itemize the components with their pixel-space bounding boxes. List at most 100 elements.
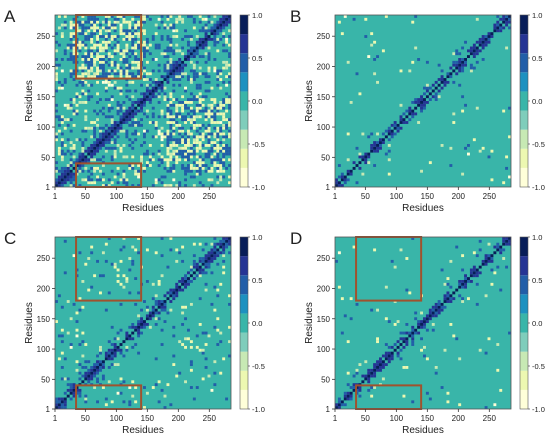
heatmap-cell	[113, 121, 117, 124]
heatmap-cell	[119, 66, 123, 70]
heatmap-cell	[157, 152, 161, 156]
colorbar-tick-label: 0.0	[252, 97, 262, 106]
heatmap-cell	[195, 164, 199, 167]
heatmap-cell	[461, 109, 465, 113]
heatmap-cell	[373, 368, 377, 372]
heatmap-cell	[219, 72, 223, 76]
heatmap-cell	[458, 60, 462, 64]
heatmap-cell	[72, 175, 76, 179]
heatmap-cell	[99, 29, 102, 33]
heatmap-cell	[101, 135, 105, 139]
heatmap-cell	[134, 112, 138, 116]
heatmap-cell	[228, 75, 231, 79]
heatmap-cell	[222, 17, 226, 21]
heatmap-cell	[87, 20, 91, 24]
heatmap-cell	[195, 72, 199, 76]
heatmap-cell	[101, 155, 105, 159]
colorbar-segment	[520, 313, 528, 333]
heatmap-cell	[116, 72, 120, 76]
heatmap-cell	[60, 397, 64, 401]
heatmap-cell	[96, 72, 99, 76]
heatmap-cell	[101, 49, 105, 53]
heatmap-cell	[99, 345, 102, 349]
heatmap-cell	[187, 328, 190, 332]
heatmap-cell	[104, 135, 108, 139]
heatmap-cell	[143, 323, 146, 326]
heatmap-cell	[101, 386, 105, 389]
heatmap-cell	[107, 72, 111, 76]
heatmap-cell	[110, 55, 114, 58]
heatmap-cell	[175, 60, 179, 64]
heatmap-cell	[140, 101, 143, 104]
heatmap-cell	[464, 285, 467, 289]
heatmap-cell	[484, 259, 488, 263]
heatmap-cell	[198, 109, 202, 113]
heatmap-cell	[104, 351, 108, 355]
heatmap-cell	[379, 357, 382, 361]
heatmap-cell	[99, 32, 102, 36]
heatmap-cell	[358, 386, 362, 389]
heatmap-cell	[367, 388, 371, 392]
heatmap-cell	[210, 388, 214, 392]
heatmap-cell	[119, 302, 123, 306]
heatmap-cell	[201, 149, 205, 153]
heatmap-cell	[154, 83, 158, 87]
x-tick-label: 250	[203, 192, 217, 201]
colorbar: 1.00.50.0-0.5-1.0	[239, 11, 265, 192]
heatmap-cell	[90, 37, 94, 41]
heatmap-cell	[99, 35, 102, 38]
heatmap-cell	[143, 386, 146, 389]
heatmap-cell	[222, 15, 226, 18]
heatmap-cell	[157, 80, 161, 84]
heatmap-cell	[399, 348, 403, 352]
heatmap-cell	[198, 268, 202, 272]
heatmap-cell	[128, 89, 132, 93]
heatmap-cell	[81, 354, 85, 358]
heatmap-cell	[411, 20, 415, 24]
heatmap-cell	[81, 43, 85, 47]
heatmap-cell	[408, 106, 412, 110]
colorbar-segment	[520, 370, 528, 390]
heatmap-cell	[210, 257, 214, 260]
heatmap-cell	[163, 302, 167, 306]
heatmap-cell	[104, 49, 108, 53]
heatmap-cell	[213, 106, 217, 110]
heatmap-cell	[145, 83, 149, 87]
heatmap-cell	[213, 115, 217, 119]
heatmap-cell	[122, 72, 126, 76]
heatmap-cell	[337, 406, 341, 409]
heatmap-cell	[81, 340, 85, 344]
heatmap-cell	[490, 268, 494, 272]
heatmap-cell	[90, 371, 94, 375]
heatmap-cell	[425, 83, 429, 87]
heatmap-cell	[210, 169, 214, 173]
heatmap-cell	[143, 40, 146, 44]
heatmap-cell	[225, 92, 229, 96]
heatmap-cell	[151, 115, 155, 119]
heatmap-cell	[119, 126, 123, 130]
heatmap-cell	[87, 15, 91, 18]
heatmap-cell	[143, 29, 146, 33]
colorbar-segment	[240, 370, 248, 390]
heatmap-cell	[335, 259, 338, 263]
heatmap-cell	[505, 155, 509, 159]
heatmap-cell	[201, 40, 205, 44]
heatmap-cell	[181, 37, 185, 41]
heatmap-cell	[96, 43, 99, 47]
heatmap-cell	[178, 288, 182, 292]
heatmap-cell	[151, 158, 155, 162]
colorbar-segment	[520, 275, 528, 295]
heatmap-cell	[101, 274, 105, 278]
heatmap-cell	[116, 280, 120, 283]
heatmap-cell	[66, 383, 70, 387]
heatmap-cell	[110, 121, 114, 124]
heatmap-cell	[505, 17, 509, 21]
heatmap-cell	[104, 403, 108, 407]
heatmap-cell	[349, 397, 353, 401]
heatmap-cell	[475, 282, 479, 286]
heatmap-cell	[201, 55, 205, 58]
heatmap-cell	[69, 46, 73, 50]
heatmap-cell	[478, 348, 482, 352]
heatmap-cell	[145, 40, 149, 44]
heatmap-cell	[367, 380, 371, 384]
